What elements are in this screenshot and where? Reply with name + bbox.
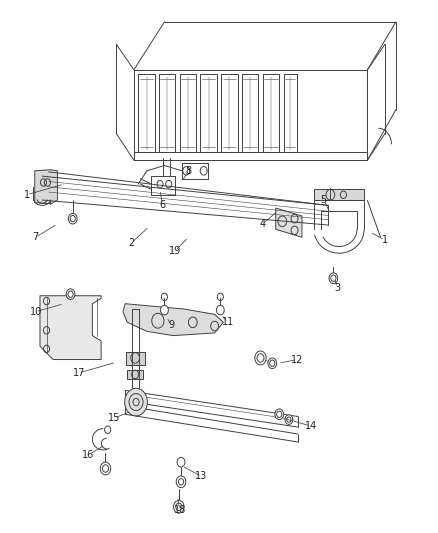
Circle shape xyxy=(100,462,111,475)
Circle shape xyxy=(275,409,284,419)
Circle shape xyxy=(268,358,277,368)
Text: 14: 14 xyxy=(304,421,317,431)
Circle shape xyxy=(176,476,186,488)
Circle shape xyxy=(125,388,148,416)
Text: 13: 13 xyxy=(195,472,208,481)
Text: 2: 2 xyxy=(128,238,135,247)
Circle shape xyxy=(216,305,224,315)
Polygon shape xyxy=(42,172,49,200)
Circle shape xyxy=(160,305,168,315)
Text: 11: 11 xyxy=(222,317,234,327)
Text: 3: 3 xyxy=(334,283,340,293)
Circle shape xyxy=(285,415,293,424)
Polygon shape xyxy=(127,370,143,379)
Polygon shape xyxy=(40,296,101,360)
Circle shape xyxy=(329,273,338,284)
Text: 7: 7 xyxy=(32,232,39,243)
Polygon shape xyxy=(276,208,302,237)
Text: 5: 5 xyxy=(321,195,327,205)
Text: 16: 16 xyxy=(82,450,94,460)
Polygon shape xyxy=(35,169,57,204)
Circle shape xyxy=(68,213,77,224)
Text: 10: 10 xyxy=(29,306,42,317)
Circle shape xyxy=(66,289,75,300)
Text: 15: 15 xyxy=(108,413,120,423)
Polygon shape xyxy=(123,304,223,336)
Circle shape xyxy=(255,351,266,365)
Text: 1: 1 xyxy=(382,235,388,245)
Text: 4: 4 xyxy=(260,219,266,229)
Text: 18: 18 xyxy=(173,505,186,515)
Circle shape xyxy=(173,500,184,513)
Text: 12: 12 xyxy=(291,354,304,365)
Polygon shape xyxy=(314,189,364,200)
Circle shape xyxy=(177,457,185,467)
Text: 19: 19 xyxy=(169,246,181,255)
Text: 1: 1 xyxy=(24,190,30,200)
Text: 17: 17 xyxy=(73,368,85,378)
Text: 8: 8 xyxy=(185,166,191,176)
Polygon shape xyxy=(126,352,145,365)
Text: 9: 9 xyxy=(168,320,174,330)
Text: 6: 6 xyxy=(159,200,165,211)
